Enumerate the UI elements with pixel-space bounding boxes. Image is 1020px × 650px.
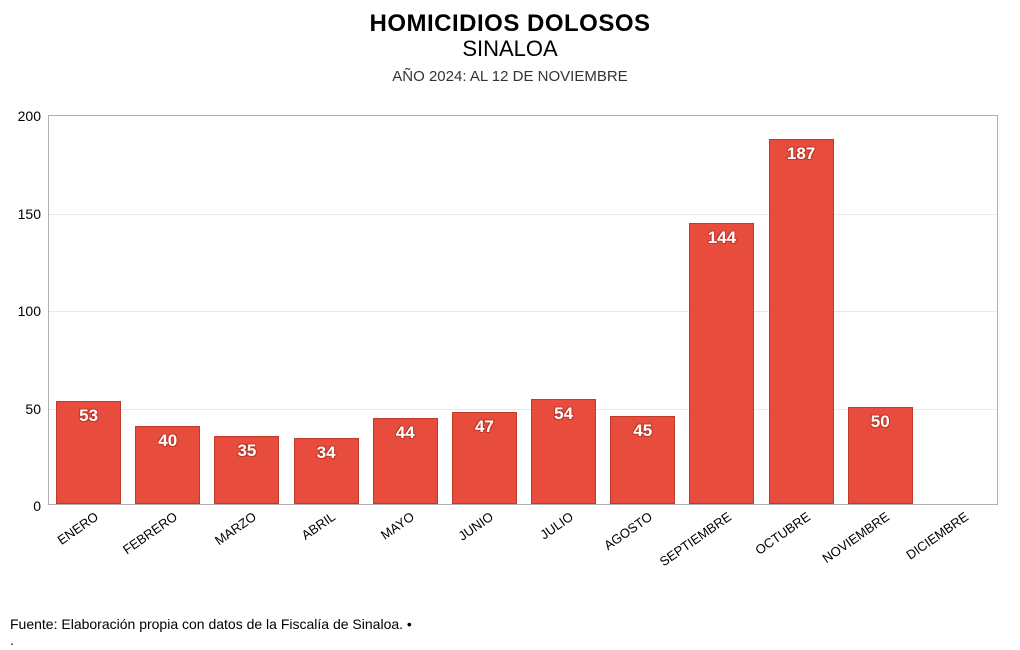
- y-tick-label: 200: [18, 108, 49, 124]
- bar: 187: [769, 139, 834, 504]
- gridline: [49, 311, 997, 312]
- bar-value-label: 34: [317, 443, 336, 463]
- bar-value-label: 35: [237, 441, 256, 461]
- y-tick-label: 50: [25, 401, 49, 417]
- y-tick-label: 0: [33, 498, 49, 514]
- bar-value-label: 54: [554, 404, 573, 424]
- bar-value-label: 44: [396, 423, 415, 443]
- bar-value-label: 45: [633, 421, 652, 441]
- titles-block: HOMICIDIOS DOLOSOS SINALOA AÑO 2024: AL …: [0, 0, 1020, 85]
- bar-value-label: 40: [158, 431, 177, 451]
- gridline: [49, 214, 997, 215]
- bar: 144: [689, 223, 754, 504]
- source-text: Fuente: Elaboración propia con datos de …: [10, 616, 412, 632]
- bar-value-label: 47: [475, 417, 494, 437]
- y-tick-label: 150: [18, 206, 49, 222]
- chart-title-main: HOMICIDIOS DOLOSOS: [0, 10, 1020, 38]
- extra-dot: .: [10, 632, 14, 648]
- chart-container: HOMICIDIOS DOLOSOS SINALOA AÑO 2024: AL …: [0, 0, 1020, 650]
- chart-title-year: AÑO 2024: AL 12 DE NOVIEMBRE: [0, 68, 1020, 85]
- chart-title-sub: SINALOA: [0, 36, 1020, 62]
- bar-value-label: 144: [708, 228, 736, 248]
- plot-area: 05010015020053ENERO40FEBRERO35MARZO34ABR…: [48, 115, 998, 505]
- bar-value-label: 53: [79, 406, 98, 426]
- y-tick-label: 100: [18, 303, 49, 319]
- bar-value-label: 50: [871, 412, 890, 432]
- x-tick-label: DICIEMBRE: [959, 463, 1020, 522]
- bar-value-label: 187: [787, 144, 815, 164]
